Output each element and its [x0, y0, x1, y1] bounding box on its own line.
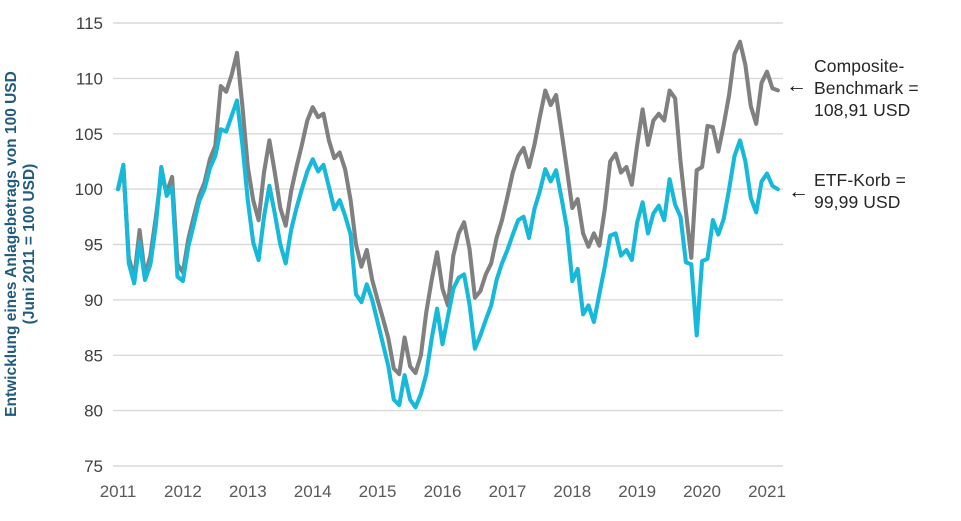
- x-tick-label: 2019: [618, 482, 656, 501]
- x-tick-label: 2012: [164, 482, 202, 501]
- y-tick-label: 110: [76, 69, 103, 88]
- annotation-etf-korb: ETF-Korb = 99,99 USD: [814, 169, 906, 213]
- y-axis-title-line1: Entwicklung eines Anlagebetrags von 100 …: [3, 71, 20, 417]
- series-layer: [115, 39, 780, 410]
- x-tick-label: 2016: [424, 482, 462, 501]
- y-tick-label: 75: [84, 457, 103, 476]
- x-tick-label: 2011: [100, 482, 137, 501]
- x-tick-label: 2015: [359, 482, 397, 501]
- x-tick-label: 2018: [553, 482, 591, 501]
- tick-layer: 75 80 85 90 95 100 105 110 115 2011 2012 2013 2014 20…: [75, 14, 786, 501]
- annotation-line: 108,91 USD: [814, 100, 911, 120]
- annotation-line: ETF-Korb =: [814, 170, 906, 190]
- y-tick-label: 80: [84, 402, 103, 421]
- x-tick-label: 2017: [488, 482, 526, 501]
- left-arrow-icon: ←: [786, 74, 807, 97]
- y-tick-label: 115: [76, 14, 103, 33]
- y-tick-label: 90: [84, 291, 103, 310]
- y-tick-label: 95: [84, 236, 103, 255]
- grid-layer: [113, 22, 783, 467]
- y-tick-label: 100: [75, 180, 103, 199]
- y-tick-label: 105: [75, 125, 103, 144]
- y-tick-label: 85: [84, 346, 103, 365]
- etf-korb-line: [115, 98, 780, 410]
- annotation-composite-benchmark: Composite- Benchmark = 108,91 USD: [814, 55, 919, 121]
- annotation-line: Composite-: [814, 56, 905, 76]
- composite-benchmark-line: [115, 39, 780, 377]
- y-axis-title-line2: (Juni 2011 = 100 USD): [21, 164, 38, 325]
- annotation-line: 99,99 USD: [814, 192, 901, 212]
- x-tick-label: 2020: [683, 482, 721, 501]
- left-arrow-icon: ←: [788, 180, 809, 203]
- x-tick-label: 2021: [748, 482, 786, 501]
- x-tick-label: 2014: [294, 482, 332, 501]
- x-tick-label: 2013: [229, 482, 267, 501]
- annotation-line: Benchmark =: [814, 78, 919, 98]
